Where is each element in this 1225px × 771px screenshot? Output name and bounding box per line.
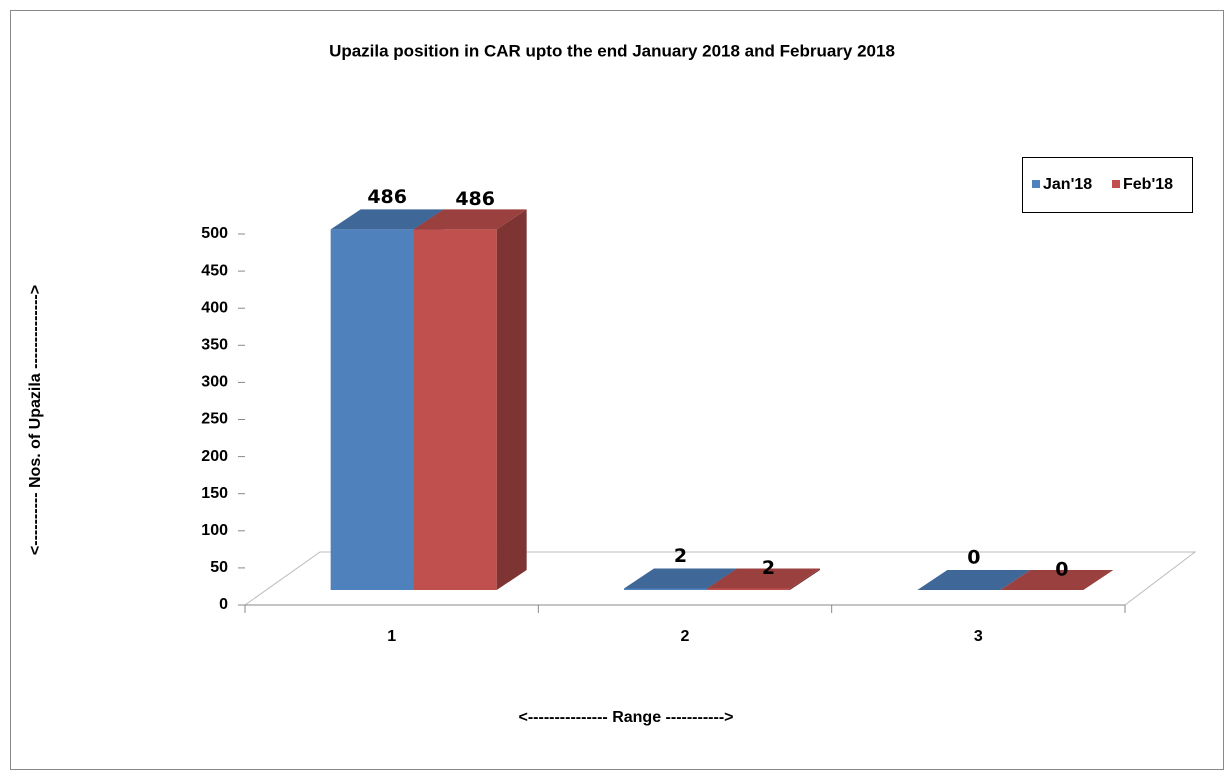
legend-swatch	[1032, 180, 1040, 188]
x-tick-label: 2	[681, 628, 690, 645]
x-tick-label: 3	[974, 628, 983, 645]
data-label: 0	[967, 547, 980, 569]
bar-side	[790, 568, 820, 590]
y-tick-label: 100	[201, 522, 228, 539]
y-tick-label: 150	[201, 485, 228, 502]
y-axis-label: <---------- Nos. of Upazila ------------…	[27, 285, 44, 555]
bar-top	[624, 568, 737, 589]
data-label: 2	[674, 545, 687, 567]
y-tick-label: 300	[201, 374, 228, 391]
y-tick-label: 350	[201, 337, 228, 354]
y-tick-label: 0	[219, 596, 228, 613]
data-label: 2	[762, 557, 775, 579]
bar-top	[1000, 570, 1114, 590]
bar-top	[413, 209, 527, 230]
bar-front	[624, 588, 707, 590]
legend	[1022, 157, 1193, 213]
data-label: 486	[367, 186, 407, 208]
y-tick-label: 250	[201, 411, 228, 428]
y-tick-label: 50	[210, 559, 228, 576]
bar-side	[496, 209, 527, 590]
x-tick-label: 1	[387, 628, 396, 645]
bar	[1000, 570, 1114, 590]
y-tick-label: 450	[201, 262, 228, 279]
bar-front	[707, 588, 790, 590]
legend-label: Feb'18	[1123, 176, 1173, 193]
bar-top	[917, 570, 1031, 590]
y-tick-label: 200	[201, 448, 228, 465]
bar-front	[330, 229, 414, 590]
legend-swatch	[1112, 180, 1120, 188]
data-label: 486	[455, 188, 495, 210]
bar	[707, 568, 820, 590]
bar-front	[413, 229, 497, 590]
x-axis-label: <--------------- Range ----------->	[518, 709, 733, 726]
bar	[917, 570, 1031, 590]
chart-border	[10, 10, 1224, 770]
bar-top	[330, 209, 444, 230]
bar	[413, 209, 527, 590]
y-tick-label: 400	[201, 299, 228, 316]
bar-top	[707, 568, 820, 589]
legend-label: Jan'18	[1043, 176, 1092, 193]
y-tick-label: 500	[201, 225, 228, 242]
data-label: 0	[1055, 559, 1068, 581]
chart-title: Upazila position in CAR upto the end Jan…	[329, 41, 895, 60]
